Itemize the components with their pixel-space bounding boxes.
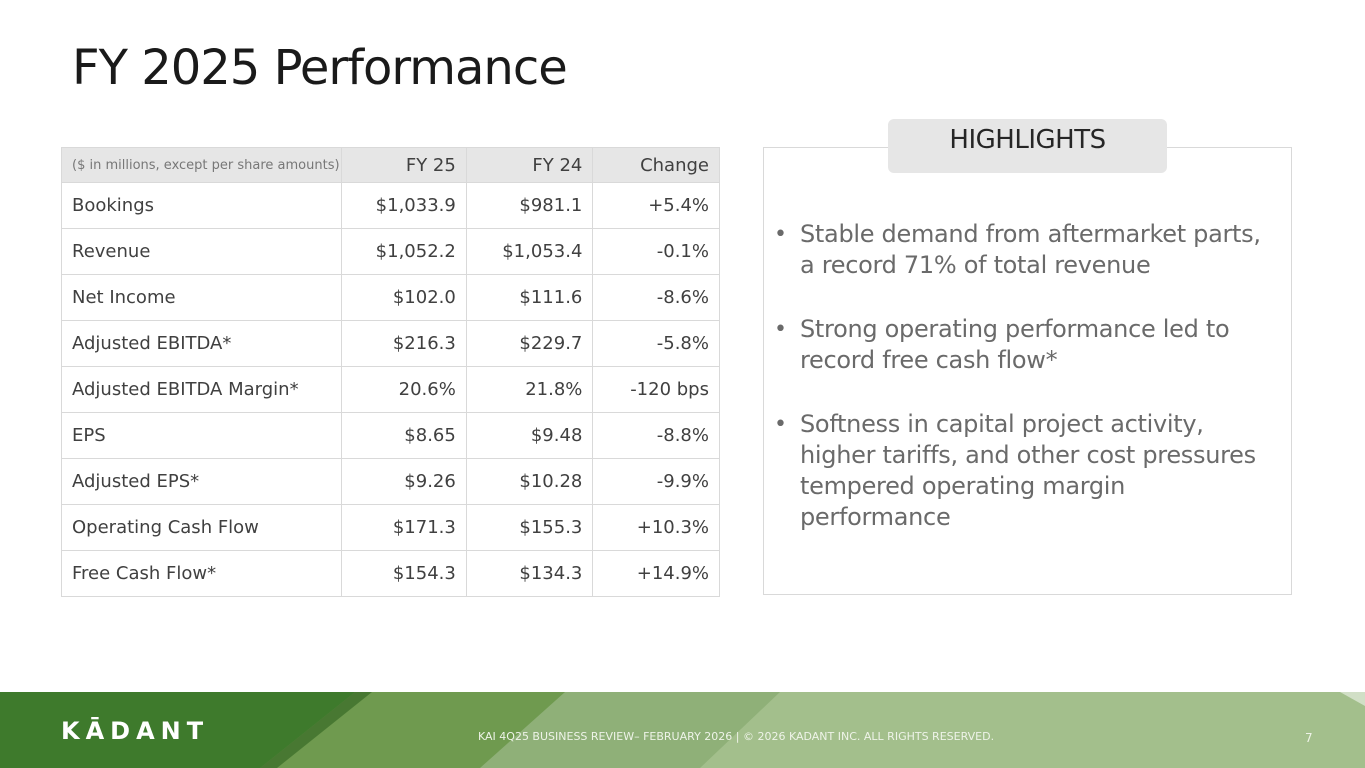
fy24-value: $229.7 [465, 320, 594, 367]
row-label: Operating Cash Flow [60, 504, 343, 551]
change-value: -0.1% [592, 228, 720, 275]
list-item: • Softness in capital project activity, … [774, 409, 1279, 533]
row-label: Revenue [60, 228, 343, 275]
change-value: +10.3% [592, 504, 720, 551]
list-item: • Stable demand from aftermarket parts, … [774, 219, 1279, 281]
highlight-text: Stable demand from aftermarket parts, a … [800, 220, 1261, 279]
financial-table: ($ in millions, except per share amounts… [60, 147, 720, 597]
footer-stripe [260, 692, 372, 768]
fy25-value: $171.3 [341, 504, 467, 551]
fy25-value: $216.3 [341, 320, 467, 367]
table-row: Revenue $1,052.2 $1,053.4 -0.1% [60, 228, 720, 275]
fy25-value: $102.0 [341, 274, 467, 321]
fy25-value: $154.3 [341, 550, 467, 597]
fy25-value: $1,052.2 [341, 228, 467, 275]
footer-dark-green [0, 692, 355, 768]
table-header-row: ($ in millions, except per share amounts… [60, 147, 720, 183]
row-label: EPS [60, 412, 343, 459]
change-value: +14.9% [592, 550, 720, 597]
table-row: Bookings $1,033.9 $981.1 +5.4% [60, 182, 720, 229]
footer-background [0, 692, 1365, 768]
row-label: Adjusted EBITDA Margin* [60, 366, 343, 413]
row-label: Adjusted EPS* [60, 458, 343, 505]
fy24-value: $155.3 [465, 504, 594, 551]
header-fy25: FY 25 [341, 147, 467, 183]
footer-band [0, 692, 1365, 768]
fy24-value: $111.6 [465, 274, 594, 321]
table-row: Operating Cash Flow $171.3 $155.3 +10.3% [60, 504, 720, 551]
table-row: Adjusted EBITDA* $216.3 $229.7 -5.8% [60, 320, 720, 367]
row-label: Net Income [60, 274, 343, 321]
table-row: Net Income $102.0 $111.6 -8.6% [60, 274, 720, 321]
change-value: -120 bps [592, 366, 720, 413]
header-fy24: FY 24 [465, 147, 594, 183]
highlight-text: Strong operating performance led to reco… [800, 315, 1230, 374]
change-value: -8.6% [592, 274, 720, 321]
unit-note: ($ in millions, except per share amounts… [60, 147, 343, 183]
change-value: +5.4% [592, 182, 720, 229]
fy24-value: $981.1 [465, 182, 594, 229]
fy24-value: $9.48 [465, 412, 594, 459]
fy25-value: $1,033.9 [341, 182, 467, 229]
list-item: • Strong operating performance led to re… [774, 314, 1279, 376]
bullet-icon: • [774, 317, 787, 342]
bullet-icon: • [774, 222, 787, 247]
fy25-value: $9.26 [341, 458, 467, 505]
kadant-logo: KĀDANT [61, 717, 210, 745]
table-row: Adjusted EPS* $9.26 $10.28 -9.9% [60, 458, 720, 505]
highlights-panel [763, 147, 1292, 595]
header-change: Change [592, 147, 720, 183]
footer-corner-accent [1340, 692, 1365, 706]
footer-copyright: KAI 4Q25 BUSINESS REVIEW– FEBRUARY 2026 … [478, 730, 995, 743]
fy25-value: $8.65 [341, 412, 467, 459]
fy24-value: $134.3 [465, 550, 594, 597]
row-label: Free Cash Flow* [60, 550, 343, 597]
bullet-icon: • [774, 412, 787, 437]
change-value: -8.8% [592, 412, 720, 459]
change-value: -9.9% [592, 458, 720, 505]
row-label: Adjusted EBITDA* [60, 320, 343, 367]
table-row: Free Cash Flow* $154.3 $134.3 +14.9% [60, 550, 720, 597]
fy24-value: $1,053.4 [465, 228, 594, 275]
page-number: 7 [1305, 731, 1313, 745]
table-row: Adjusted EBITDA Margin* 20.6% 21.8% -120… [60, 366, 720, 413]
row-label: Bookings [60, 182, 343, 229]
change-value: -5.8% [592, 320, 720, 367]
highlights-list: • Stable demand from aftermarket parts, … [774, 219, 1279, 566]
table-row: EPS $8.65 $9.48 -8.8% [60, 412, 720, 459]
fy24-value: 21.8% [465, 366, 594, 413]
highlight-text: Softness in capital project activity, hi… [800, 410, 1256, 531]
fy25-value: 20.6% [341, 366, 467, 413]
page-title: FY 2025 Performance [72, 40, 568, 96]
highlights-heading: HIGHLIGHTS [888, 119, 1167, 173]
fy24-value: $10.28 [465, 458, 594, 505]
